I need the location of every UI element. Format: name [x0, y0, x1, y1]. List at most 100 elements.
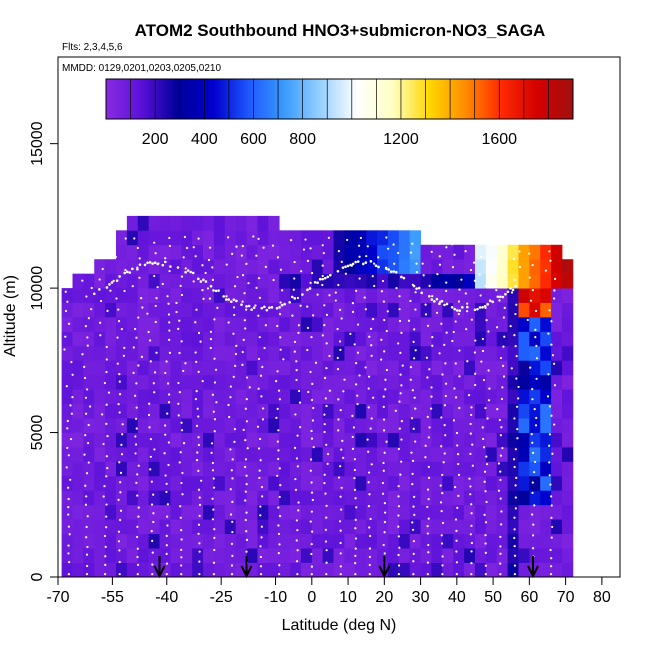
track-dot [398, 427, 401, 430]
track-dot [283, 302, 286, 306]
track-dot [87, 317, 90, 320]
heatmap-cell [83, 519, 95, 535]
track-dot [504, 273, 507, 276]
heatmap-cell [442, 360, 454, 376]
x-axis: -70 -55 -40 -25 -10 0 10 20 30 40 50 60 70 80 [46, 577, 611, 606]
track-dot [189, 270, 192, 274]
track-dot [491, 243, 494, 246]
heatmap-cell [431, 475, 443, 491]
track-dot [197, 523, 201, 526]
track-dot [355, 383, 358, 386]
track-dot [105, 422, 108, 425]
track-dot [323, 430, 326, 434]
heatmap-cell [105, 331, 117, 347]
track-dot [460, 305, 464, 309]
heatmap-cell [442, 562, 454, 578]
track-dot [440, 542, 444, 545]
heatmap-cell [529, 259, 541, 275]
heatmap-cell [116, 533, 128, 549]
heatmap-cell [485, 273, 498, 289]
track-dot [105, 358, 108, 361]
heatmap-cell [377, 504, 389, 520]
track-dot [398, 308, 401, 311]
heatmap-cell [333, 504, 345, 520]
heatmap-cell [257, 215, 269, 231]
heatmap-cell [126, 418, 139, 433]
track-dot [265, 308, 269, 312]
track-dot [474, 339, 477, 342]
heatmap-cell [507, 504, 519, 520]
heatmap-cell [464, 259, 476, 275]
heatmap-cell [344, 360, 356, 376]
heatmap-cell [409, 562, 421, 578]
track-dot [516, 428, 519, 431]
heatmap-cell [300, 331, 313, 347]
track-dot [69, 404, 72, 407]
heatmap-cell [192, 273, 204, 289]
track-dot [85, 536, 88, 539]
track-dot [156, 286, 159, 289]
heatmap-cell [72, 389, 84, 405]
heatmap-cell [268, 447, 280, 462]
track-dot [258, 336, 261, 339]
heatmap-cell [355, 374, 367, 390]
heatmap-cell [126, 562, 139, 578]
heatmap-cell [464, 389, 476, 405]
track-dot [399, 392, 402, 395]
heatmap-cell [192, 432, 204, 448]
heatmap-cell [116, 461, 128, 477]
heatmap-cell [61, 447, 73, 462]
track-dot [148, 261, 152, 264]
heatmap-cell [322, 548, 334, 563]
track-dot [213, 357, 216, 360]
track-dot [502, 316, 505, 319]
track-dot [241, 363, 244, 366]
heatmap-cell [203, 389, 215, 405]
heatmap-cell [116, 403, 128, 419]
track-dot [342, 390, 345, 393]
heatmap-cell [137, 475, 150, 491]
heatmap-cell [279, 504, 291, 520]
heatmap-cell [181, 432, 193, 448]
heatmap-cell [213, 504, 226, 520]
heatmap-cell [561, 302, 574, 318]
track-dot [67, 525, 70, 528]
heatmap-cell [159, 317, 171, 332]
heatmap-cell [409, 345, 421, 361]
heatmap-cell [387, 230, 400, 246]
heatmap-cell [148, 533, 160, 549]
track-dot [293, 277, 296, 280]
track-dot [165, 562, 168, 565]
track-dot [549, 548, 552, 552]
track-dot [550, 557, 553, 560]
x-tick-label: 70 [557, 589, 575, 606]
track-dot [262, 407, 265, 410]
track-dot [290, 239, 293, 242]
track-dot [197, 488, 201, 491]
heatmap-cell [213, 475, 226, 491]
track-dot [440, 322, 443, 325]
heatmap-cell [159, 490, 171, 506]
track-dot [528, 252, 531, 255]
heatmap-cell [257, 244, 269, 260]
track-dot [351, 262, 355, 266]
heatmap-cell [116, 519, 128, 535]
track-dot [306, 305, 309, 308]
track-dot [413, 357, 416, 360]
heatmap-cell [366, 230, 378, 246]
track-dot [340, 260, 343, 263]
heatmap-cell [170, 389, 182, 405]
track-dot [297, 324, 300, 327]
track-dot [116, 336, 119, 339]
track-dot [179, 284, 182, 287]
heatmap-cell [377, 418, 389, 433]
track-dot [484, 573, 487, 576]
heatmap-cell [420, 317, 432, 332]
heatmap-cell [507, 461, 519, 477]
track-dot [383, 552, 386, 555]
track-dot [501, 446, 504, 450]
track-dot [277, 389, 281, 392]
track-dot [327, 236, 330, 239]
heatmap-cell [224, 331, 237, 347]
heatmap-cell [387, 302, 400, 318]
